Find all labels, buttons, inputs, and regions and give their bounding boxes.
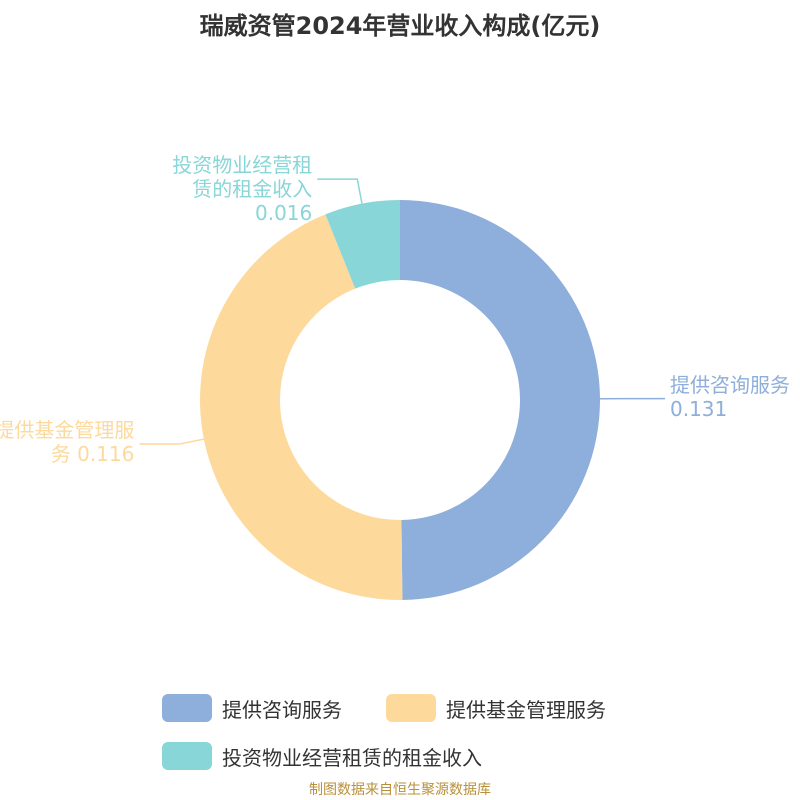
- legend-swatch: [162, 742, 212, 770]
- data-label: 投资物业经营租赁的租金收入 0.016: [167, 153, 312, 225]
- label-value: 0.131: [669, 396, 728, 421]
- data-label: 提供基金管理服务 0.116: [0, 418, 134, 466]
- label-name: 投资物业经营租赁的租金收入: [172, 153, 313, 202]
- data-label: 提供咨询服务 0.131: [670, 373, 800, 421]
- legend-item: 提供咨询服务: [162, 694, 342, 722]
- legend-label: 投资物业经营租赁的租金收入: [222, 745, 482, 770]
- chart-title: 瑞威资管2024年营业收入构成(亿元): [199, 12, 601, 40]
- legend-swatch: [162, 694, 212, 722]
- legend-item: 提供基金管理服务: [386, 694, 606, 722]
- slice: [325, 200, 400, 289]
- legend-label: 提供咨询服务: [222, 697, 342, 722]
- label-name: 提供咨询服务: [669, 372, 790, 397]
- slice: [400, 200, 600, 600]
- legend-item: 投资物业经营租赁的租金收入: [162, 742, 482, 770]
- label-value: 0.116: [77, 442, 135, 467]
- slice: [200, 214, 403, 600]
- leader-line: [139, 438, 205, 445]
- label-value: 0.016: [254, 201, 313, 226]
- label-name: 提供基金管理服务: [0, 418, 135, 467]
- legend-swatch: [386, 694, 436, 722]
- legend-label: 提供基金管理服务: [446, 697, 606, 722]
- leader-line: [317, 178, 363, 204]
- source: 制图数据来自恒生聚源数据库: [309, 782, 491, 798]
